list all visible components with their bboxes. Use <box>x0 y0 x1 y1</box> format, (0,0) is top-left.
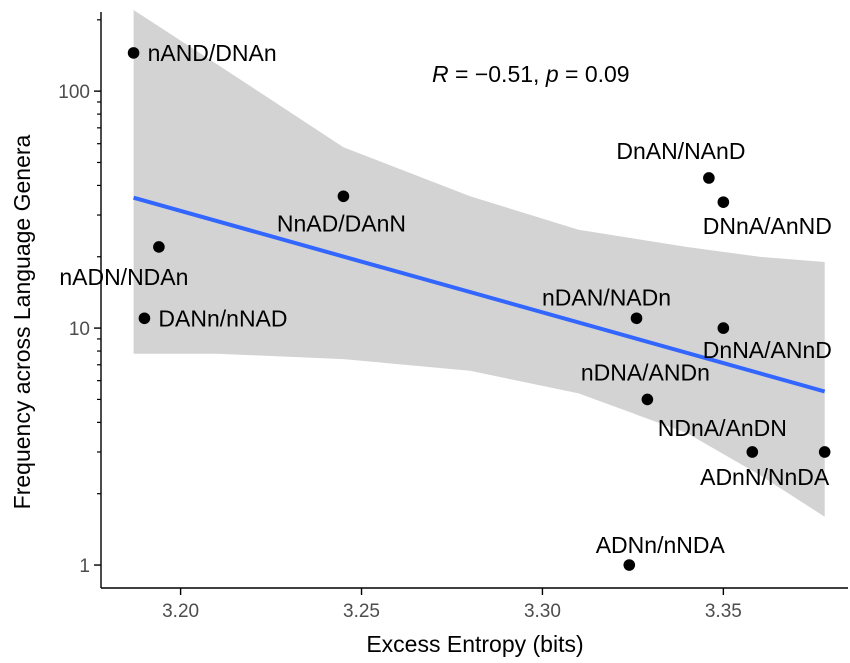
point-label: nADN/NDAn <box>59 264 188 290</box>
point-label: DnAN/NAnD <box>616 138 745 164</box>
r-value: = −0.51, <box>449 61 546 87</box>
y-tick-label: 1 <box>79 556 90 577</box>
point-label: nDAN/NADn <box>542 284 671 310</box>
point-label: ADNn/nNDA <box>596 532 726 558</box>
p-value: = 0.09 <box>559 61 630 87</box>
data-point <box>138 312 151 325</box>
data-point <box>717 322 730 334</box>
data-point <box>746 446 759 458</box>
regression-line <box>133 195 826 394</box>
point-label: nAND/DNAn <box>148 40 277 66</box>
point-label: DNnA/AnND <box>703 213 832 239</box>
data-point <box>717 196 730 208</box>
p-symbol: p <box>545 61 559 87</box>
data-point <box>630 312 643 325</box>
data-points <box>127 47 831 571</box>
data-point <box>127 47 140 59</box>
correlation-annotation: R = −0.51, p = 0.09 <box>432 61 630 87</box>
point-label: nDNA/ANDn <box>581 359 710 385</box>
point-label: DANn/nNAD <box>158 305 287 331</box>
data-point <box>153 241 165 253</box>
regression-line-layer <box>133 195 826 394</box>
confidence-band-layer <box>133 10 825 517</box>
y-tick-label: 100 <box>58 82 90 103</box>
data-point <box>337 190 350 203</box>
x-axis-title: Excess Entropy (bits) <box>366 631 583 657</box>
x-tick-label: 3.35 <box>705 601 742 622</box>
point-label: NnAD/DAnN <box>277 210 406 236</box>
data-point <box>818 446 831 458</box>
r-symbol: R <box>432 61 449 87</box>
axes: 3.20 3.25 3.30 3.35 1 10 100 <box>58 12 848 622</box>
x-tick-label: 3.25 <box>343 601 380 622</box>
y-axis-title: Frequency across Language Genera <box>9 134 35 509</box>
x-tick-label: 3.30 <box>524 601 561 622</box>
point-label: DnNA/ANnD <box>703 337 832 363</box>
data-point <box>623 559 636 571</box>
data-point <box>703 172 715 184</box>
point-labels: nAND/DNAn NnAD/DAnN nADN/NDAn DANn/nNAD DnAN… <box>59 40 832 558</box>
point-label: NDnA/AnDN <box>658 415 787 441</box>
point-label: ADnN/NnDA <box>700 464 830 490</box>
x-tick-label: 3.20 <box>162 601 199 622</box>
data-point <box>641 393 654 406</box>
y-tick-label: 10 <box>69 319 90 340</box>
confidence-band <box>133 10 825 517</box>
